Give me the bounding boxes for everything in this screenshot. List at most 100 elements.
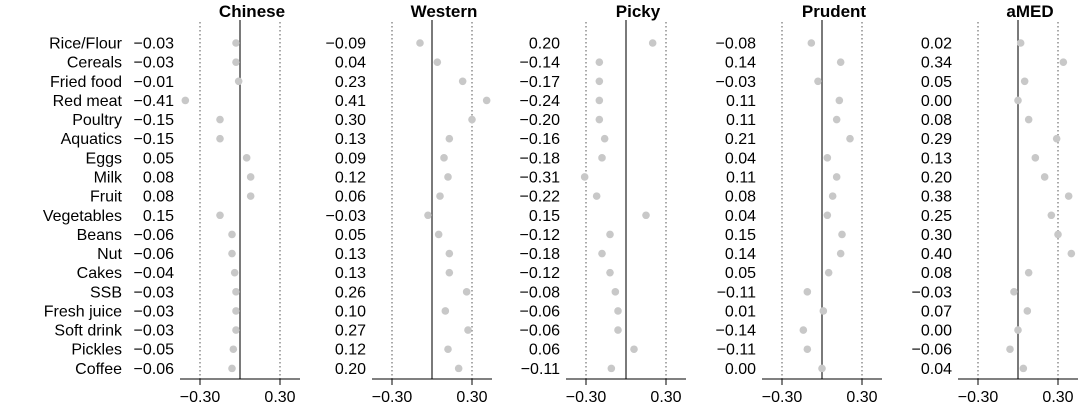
data-point xyxy=(440,154,448,162)
data-point xyxy=(232,326,240,334)
panel-title: Prudent xyxy=(802,2,867,21)
data-point xyxy=(614,326,622,334)
value-label: 0.27 xyxy=(335,323,366,340)
value-label: −0.17 xyxy=(520,74,561,91)
value-label: −0.18 xyxy=(520,246,561,263)
value-label: −0.11 xyxy=(521,361,560,378)
value-label: −0.06 xyxy=(134,246,175,263)
value-label: −0.06 xyxy=(912,342,953,359)
value-label: 0.40 xyxy=(921,246,952,263)
data-point xyxy=(1067,249,1076,258)
value-label: −0.05 xyxy=(134,342,175,359)
data-point xyxy=(445,268,454,277)
x-tick-label: 0.30 xyxy=(1042,389,1073,404)
panel-picky: Picky −0.30 0.30 0.20 −0.14 −0.17 −0.24 −0.20 −0… xyxy=(520,2,686,404)
value-label: 0.20 xyxy=(529,36,560,53)
data-point xyxy=(246,173,255,181)
data-point xyxy=(462,288,471,296)
value-label: −0.06 xyxy=(134,361,175,378)
x-tick-label: 0.30 xyxy=(264,389,295,404)
value-label: 0.10 xyxy=(335,303,366,320)
value-label: −0.11 xyxy=(717,342,756,359)
data-point xyxy=(1047,211,1056,220)
value-label: −0.06 xyxy=(520,323,561,340)
food-label: Milk xyxy=(94,169,123,186)
data-point xyxy=(230,268,239,277)
food-label: Cereals xyxy=(67,55,122,72)
food-label: Vegetables xyxy=(43,208,122,225)
data-point xyxy=(445,134,454,143)
data-point xyxy=(424,211,432,220)
value-label: −0.16 xyxy=(520,131,561,148)
data-point xyxy=(592,192,601,200)
value-label: −0.20 xyxy=(520,112,561,129)
value-label: 0.00 xyxy=(921,93,952,110)
data-point xyxy=(216,115,224,124)
data-point xyxy=(246,192,255,200)
food-label: SSB xyxy=(90,284,122,301)
value-label: −0.08 xyxy=(520,284,561,301)
data-point xyxy=(436,192,444,200)
value-label: 0.07 xyxy=(921,303,952,320)
value-label: 0.08 xyxy=(143,169,174,186)
panel-prudent: Prudent −0.30 0.30 −0.08 0.14 −0.03 0.11 0.11 0.… xyxy=(716,2,882,404)
value-label: 0.05 xyxy=(921,74,952,91)
value-label: 0.13 xyxy=(335,246,366,263)
food-label: Soft drink xyxy=(54,323,123,340)
data-point xyxy=(1020,77,1029,86)
data-point xyxy=(846,134,854,143)
value-label: −0.06 xyxy=(134,227,175,244)
panel-title: Picky xyxy=(616,2,661,21)
value-label: −0.24 xyxy=(520,93,561,110)
data-point xyxy=(232,288,240,296)
value-label: −0.03 xyxy=(134,323,175,340)
panel-amed: aMED −0.30 0.30 0.02 0.34 0.05 0.00 0.08 0.29 0.1… xyxy=(912,2,1078,404)
food-label: Beans xyxy=(77,227,122,244)
data-point xyxy=(832,115,841,124)
value-label: −0.15 xyxy=(134,131,175,148)
value-label: 0.04 xyxy=(725,150,756,167)
value-label: 0.09 xyxy=(335,150,366,167)
data-point xyxy=(434,230,443,239)
value-label: 0.30 xyxy=(921,227,952,244)
food-label: Cakes xyxy=(77,265,122,282)
value-label: 0.21 xyxy=(725,131,756,148)
x-tick-label: 0.30 xyxy=(846,389,877,404)
data-point xyxy=(1024,268,1033,277)
food-label: Rice/Flour xyxy=(49,36,123,53)
value-label: −0.03 xyxy=(134,36,175,53)
value-label: 0.15 xyxy=(529,208,560,225)
data-point xyxy=(232,58,240,66)
value-label: 0.08 xyxy=(725,189,756,206)
data-point xyxy=(454,364,463,373)
panel-western: Western −0.30 0.30 −0.09 0.04 0.23 0.41 0.30 0.1… xyxy=(326,2,492,404)
data-point xyxy=(1054,230,1062,239)
panel-chinese: Chinese −0.30 0.30 −0.03 −0.03 −0.01 −0.41 −0.1… xyxy=(134,2,300,404)
data-point xyxy=(444,173,452,181)
value-label: −0.08 xyxy=(716,36,757,53)
data-point xyxy=(611,288,620,296)
value-label: 0.04 xyxy=(921,361,952,378)
food-label: Poultry xyxy=(72,112,122,129)
value-label: 0.05 xyxy=(143,150,174,167)
food-label: Coffee xyxy=(75,361,122,378)
data-point xyxy=(823,154,832,162)
value-label: 0.11 xyxy=(726,93,756,110)
data-point xyxy=(232,307,240,315)
data-point xyxy=(606,230,614,239)
value-label: 0.20 xyxy=(335,361,366,378)
data-point xyxy=(1010,288,1018,296)
data-point xyxy=(595,115,604,124)
data-point xyxy=(614,307,622,315)
value-label: 0.00 xyxy=(921,323,952,340)
value-label: −0.03 xyxy=(134,303,175,320)
value-label: −0.12 xyxy=(520,227,561,244)
value-label: 0.41 xyxy=(335,93,366,110)
value-label: 0.15 xyxy=(725,227,756,244)
data-point xyxy=(818,364,826,373)
data-point xyxy=(836,58,845,66)
data-point xyxy=(580,173,589,181)
data-point xyxy=(824,268,833,277)
value-label: 0.38 xyxy=(921,189,952,206)
